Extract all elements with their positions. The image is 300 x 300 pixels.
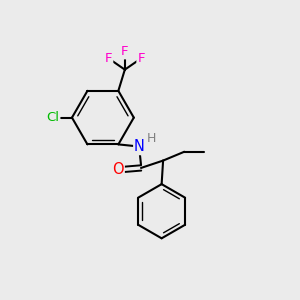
Text: Cl: Cl [46, 111, 59, 124]
Text: F: F [121, 46, 129, 59]
Text: O: O [112, 162, 124, 177]
Text: F: F [137, 52, 145, 65]
Text: N: N [134, 139, 145, 154]
Text: F: F [105, 52, 112, 65]
Text: H: H [147, 132, 156, 145]
